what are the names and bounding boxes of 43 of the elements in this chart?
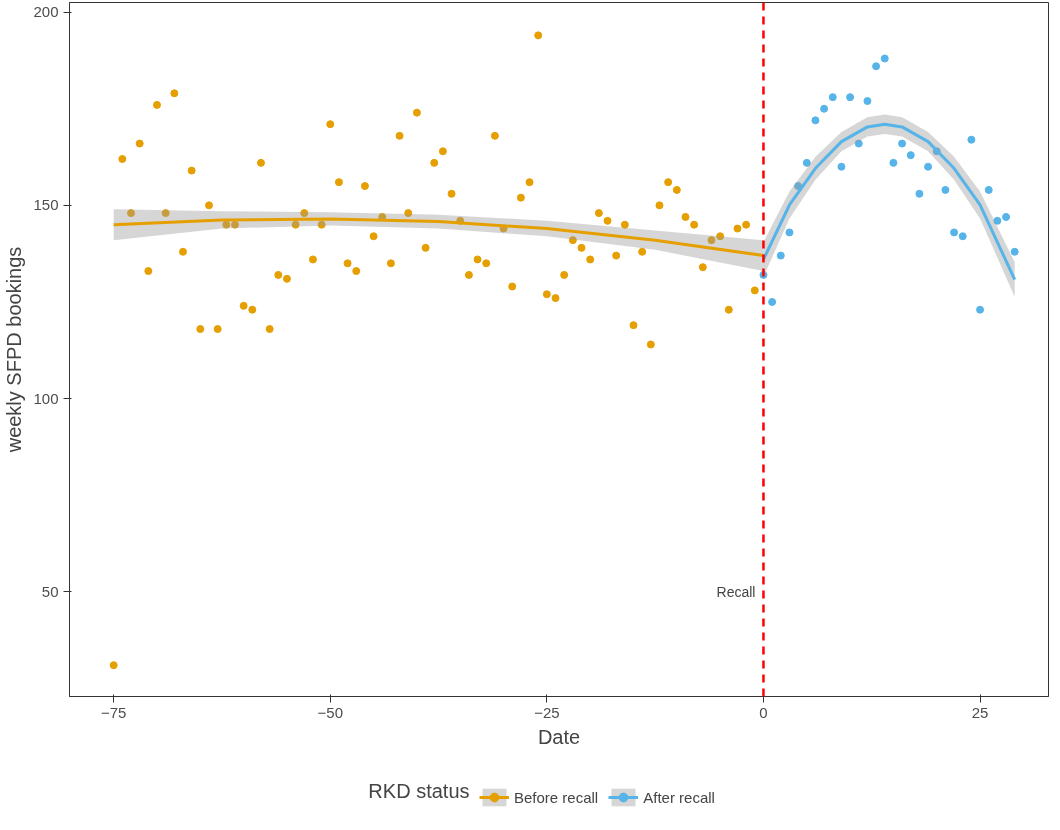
point — [958, 232, 967, 241]
y-tick-label: 50 — [41, 582, 59, 600]
point — [924, 162, 933, 171]
legend-label: Before recall — [514, 788, 599, 806]
point — [854, 139, 863, 148]
x-tick-label: 0 — [759, 703, 768, 721]
point — [967, 135, 976, 144]
point — [984, 185, 993, 194]
point — [776, 251, 785, 260]
point — [880, 54, 889, 63]
point — [1010, 247, 1019, 256]
ref-line-label: Recall — [716, 584, 756, 601]
x-tick-label: −25 — [534, 703, 560, 721]
point — [889, 158, 898, 167]
x-tick-label: −75 — [100, 703, 127, 721]
point — [976, 305, 985, 314]
x-axis-title: Date — [537, 725, 581, 748]
y-tick-label: 200 — [33, 3, 59, 21]
y-tick-label: 150 — [33, 196, 59, 214]
point — [794, 182, 803, 191]
legend-title: RKD status — [368, 779, 470, 802]
point — [837, 162, 846, 171]
x-tick-label: 25 — [971, 703, 989, 721]
point — [785, 228, 794, 237]
x-tick-label: −50 — [317, 703, 344, 721]
point — [906, 151, 915, 160]
point — [941, 185, 950, 194]
legend-label: After recall — [643, 788, 715, 806]
point — [898, 139, 907, 148]
point — [1002, 212, 1011, 221]
point — [802, 158, 811, 167]
point — [820, 104, 829, 113]
point — [863, 97, 872, 106]
point — [950, 228, 959, 237]
y-tick-label: 100 — [33, 389, 59, 407]
point — [828, 93, 837, 102]
point — [768, 297, 777, 306]
point — [846, 93, 855, 102]
point — [993, 216, 1002, 225]
y-axis-title: weekly SFPD bookings — [3, 246, 26, 454]
point — [811, 116, 820, 125]
point — [915, 189, 924, 198]
point — [872, 62, 881, 71]
